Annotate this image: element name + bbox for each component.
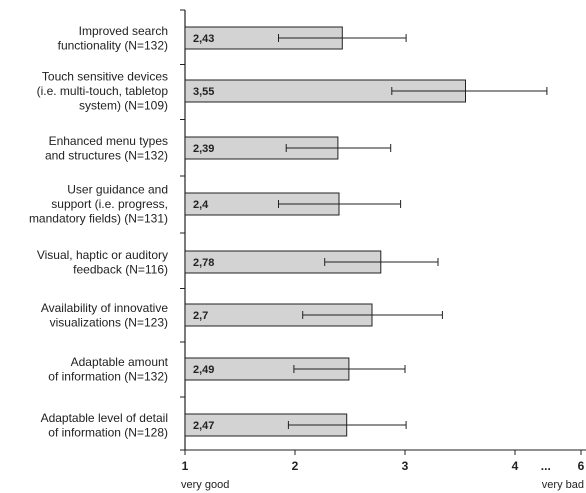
- data-label: 2,39: [193, 143, 214, 155]
- category-label-line: Touch sensitive devices: [42, 70, 168, 84]
- x-tick-label: 2: [292, 459, 299, 473]
- category-label: Touch sensitive devices (i.e. multi-touch…: [37, 70, 169, 113]
- category-label-line: of information (N=128): [48, 425, 168, 439]
- category-label-line: User guidance and: [67, 183, 168, 197]
- x-tick-label: 4: [512, 459, 519, 473]
- data-label: 2,47: [193, 420, 214, 432]
- data-label: 3,55: [193, 86, 214, 98]
- category-label-line: functionality (N=132): [58, 38, 168, 52]
- x-tick-label: 6: [578, 459, 585, 473]
- category-label-line: of information (N=132): [48, 369, 168, 383]
- category-label: Visual, haptic or auditory feedback (N=11…: [37, 248, 168, 277]
- data-label: 2,7: [193, 310, 208, 322]
- data-label: 2,78: [193, 257, 214, 269]
- category-label-line: Visual, haptic or auditory: [37, 248, 168, 262]
- x-tick-label: ...: [541, 459, 551, 473]
- category-label-line: Adaptable amount: [71, 355, 169, 369]
- category-label-line: Adaptable level of detail: [41, 411, 168, 425]
- x-tick-label: 3: [402, 459, 409, 473]
- category-label-line: feedback (N=116): [73, 262, 168, 276]
- bars-layer: [184, 26, 548, 437]
- category-label: Enhanced menu types and structures (N=132…: [45, 134, 168, 163]
- x-end-label-left: very good: [181, 479, 229, 491]
- x-end-label-right: very bad: [542, 479, 584, 491]
- category-label-line: mandatory fields) (N=131): [29, 212, 168, 226]
- category-label-line: Enhanced menu types: [49, 134, 168, 148]
- category-label: Improved search functionality (N=132): [58, 24, 168, 53]
- category-label: Adaptable amount of information (N=132): [48, 355, 168, 384]
- axis-layer: [180, 9, 586, 455]
- category-label-line: Availability of innovative: [41, 301, 169, 315]
- category-label-line: system) (N=109): [79, 99, 168, 113]
- category-label-line: (i.e. multi-touch, tabletop: [37, 84, 169, 98]
- data-label: 2,43: [193, 33, 214, 45]
- category-label-line: support (i.e. progress,: [51, 197, 168, 211]
- category-label: Availability of innovative visualizations…: [41, 301, 169, 330]
- labels-layer: 1 2 3 4... 6 very good very bad 2,43 Improved se…: [29, 24, 585, 491]
- data-label: 2,49: [193, 364, 214, 376]
- category-label: User guidance and support (i.e. progress,…: [29, 183, 168, 226]
- category-label-line: and structures (N=132): [45, 148, 168, 162]
- category-label-line: Improved search: [79, 24, 168, 38]
- category-label-line: visualizations (N=123): [50, 315, 168, 329]
- category-label: Adaptable level of detail of information …: [41, 411, 168, 440]
- data-label: 2,4: [193, 199, 209, 211]
- x-tick-label: 1: [182, 459, 189, 473]
